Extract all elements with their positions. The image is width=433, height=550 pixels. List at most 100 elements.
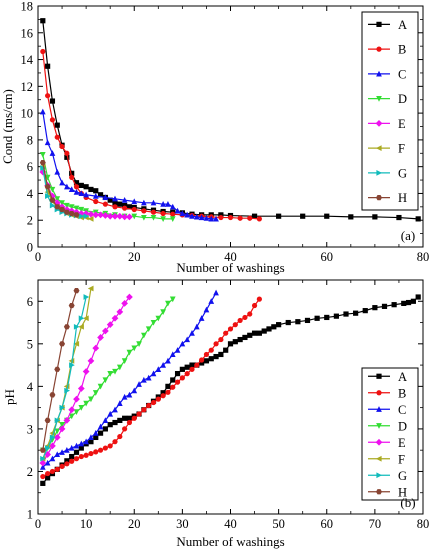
data-point-G xyxy=(78,315,85,322)
data-point-E xyxy=(73,395,80,403)
data-point-G xyxy=(49,434,56,441)
data-point-F xyxy=(87,216,94,222)
data-point-C xyxy=(112,406,118,413)
data-point-E xyxy=(73,208,80,216)
data-point-B xyxy=(69,174,75,180)
data-point-B xyxy=(131,415,137,421)
series-B xyxy=(40,296,262,480)
legend-label: F xyxy=(398,142,405,156)
data-point-B xyxy=(223,330,229,336)
data-point-A xyxy=(343,311,349,317)
data-point-G xyxy=(64,387,70,394)
data-point-A xyxy=(251,330,258,336)
data-point-B xyxy=(256,216,262,222)
data-point-C xyxy=(208,215,215,222)
data-point-H xyxy=(39,447,46,453)
y-axis-label: pH xyxy=(2,389,17,405)
data-point-A xyxy=(184,364,190,370)
data-point-A xyxy=(78,445,84,451)
data-point-B xyxy=(93,449,99,455)
data-point-C xyxy=(179,340,186,347)
series-H xyxy=(39,288,80,453)
data-point-D xyxy=(39,152,46,158)
legend-item-F: F xyxy=(368,142,405,156)
data-point-H xyxy=(73,212,80,218)
data-point-B xyxy=(69,458,75,464)
data-point-A xyxy=(93,188,99,194)
data-point-F xyxy=(87,285,94,292)
data-point-C xyxy=(141,199,147,206)
ph-chart: 0 10 20 30 40 50 60 70 80 1 2 3 4 5 6 Number of washing… xyxy=(2,279,429,549)
data-point-E xyxy=(53,434,61,441)
data-point-A xyxy=(372,305,378,311)
data-point-E xyxy=(87,210,95,218)
data-point-C xyxy=(160,361,166,368)
data-point-C xyxy=(88,434,94,441)
data-point-H xyxy=(44,417,51,423)
legend-label: A xyxy=(398,370,407,384)
data-point-D xyxy=(73,409,80,416)
data-point-D xyxy=(54,196,61,202)
data-point-C xyxy=(83,191,89,198)
conductivity-chart: 0 20 40 60 80 0 2 4 6 8 10 12 14 16 18 Number of washin… xyxy=(0,0,429,275)
legend-item-A: A xyxy=(368,370,407,384)
data-point-B xyxy=(155,396,161,402)
data-point-B xyxy=(107,443,113,449)
data-point-B xyxy=(227,214,234,221)
panel-label: (b) xyxy=(400,495,415,510)
data-point-A xyxy=(93,434,99,441)
data-point-A xyxy=(189,362,195,368)
data-point-C xyxy=(126,391,133,398)
data-point-B xyxy=(218,336,224,343)
data-point-A xyxy=(112,200,118,206)
data-point-E xyxy=(111,212,119,220)
data-point-A xyxy=(285,319,291,326)
legend-marker xyxy=(376,423,382,429)
data-point-A xyxy=(69,453,75,460)
data-point-C xyxy=(73,442,80,449)
data-point-C xyxy=(208,298,215,304)
data-point-B xyxy=(49,468,56,475)
legend-item-H: H xyxy=(368,191,407,205)
data-point-E xyxy=(87,357,95,365)
data-point-E xyxy=(92,211,100,219)
data-point-C xyxy=(160,201,166,207)
data-point-D xyxy=(102,377,109,384)
data-point-B xyxy=(49,117,56,123)
data-point-C xyxy=(193,323,200,330)
data-point-B xyxy=(251,302,258,309)
data-point-C xyxy=(184,211,191,218)
data-point-C xyxy=(213,215,219,222)
y-tick-label: 6 xyxy=(27,160,33,174)
data-point-E xyxy=(121,300,128,307)
data-point-G xyxy=(83,294,90,300)
y-tick-label: 1 xyxy=(27,508,33,522)
data-point-A xyxy=(69,170,75,176)
x-tick-label: 80 xyxy=(417,250,430,264)
legend-marker xyxy=(376,195,382,201)
legend-item-H: H xyxy=(368,485,407,499)
data-point-C xyxy=(203,306,210,313)
data-point-C xyxy=(102,417,109,423)
series-G xyxy=(40,294,90,462)
data-point-D xyxy=(59,200,65,206)
data-point-C xyxy=(189,213,195,219)
data-point-E xyxy=(106,321,114,329)
data-point-D xyxy=(112,368,118,375)
series-line-B xyxy=(42,298,260,478)
legend-marker xyxy=(376,21,382,27)
data-point-B xyxy=(54,466,60,472)
data-point-B xyxy=(141,407,147,413)
data-point-A xyxy=(40,480,46,486)
data-point-C xyxy=(49,455,56,462)
data-point-E xyxy=(97,211,104,219)
legend-label: G xyxy=(398,166,407,180)
data-point-C xyxy=(203,215,210,221)
data-point-C xyxy=(184,336,191,343)
data-point-B xyxy=(203,351,210,358)
data-point-C xyxy=(116,400,123,406)
data-point-C xyxy=(169,351,176,358)
data-point-E xyxy=(49,442,56,450)
data-point-A xyxy=(237,336,243,343)
